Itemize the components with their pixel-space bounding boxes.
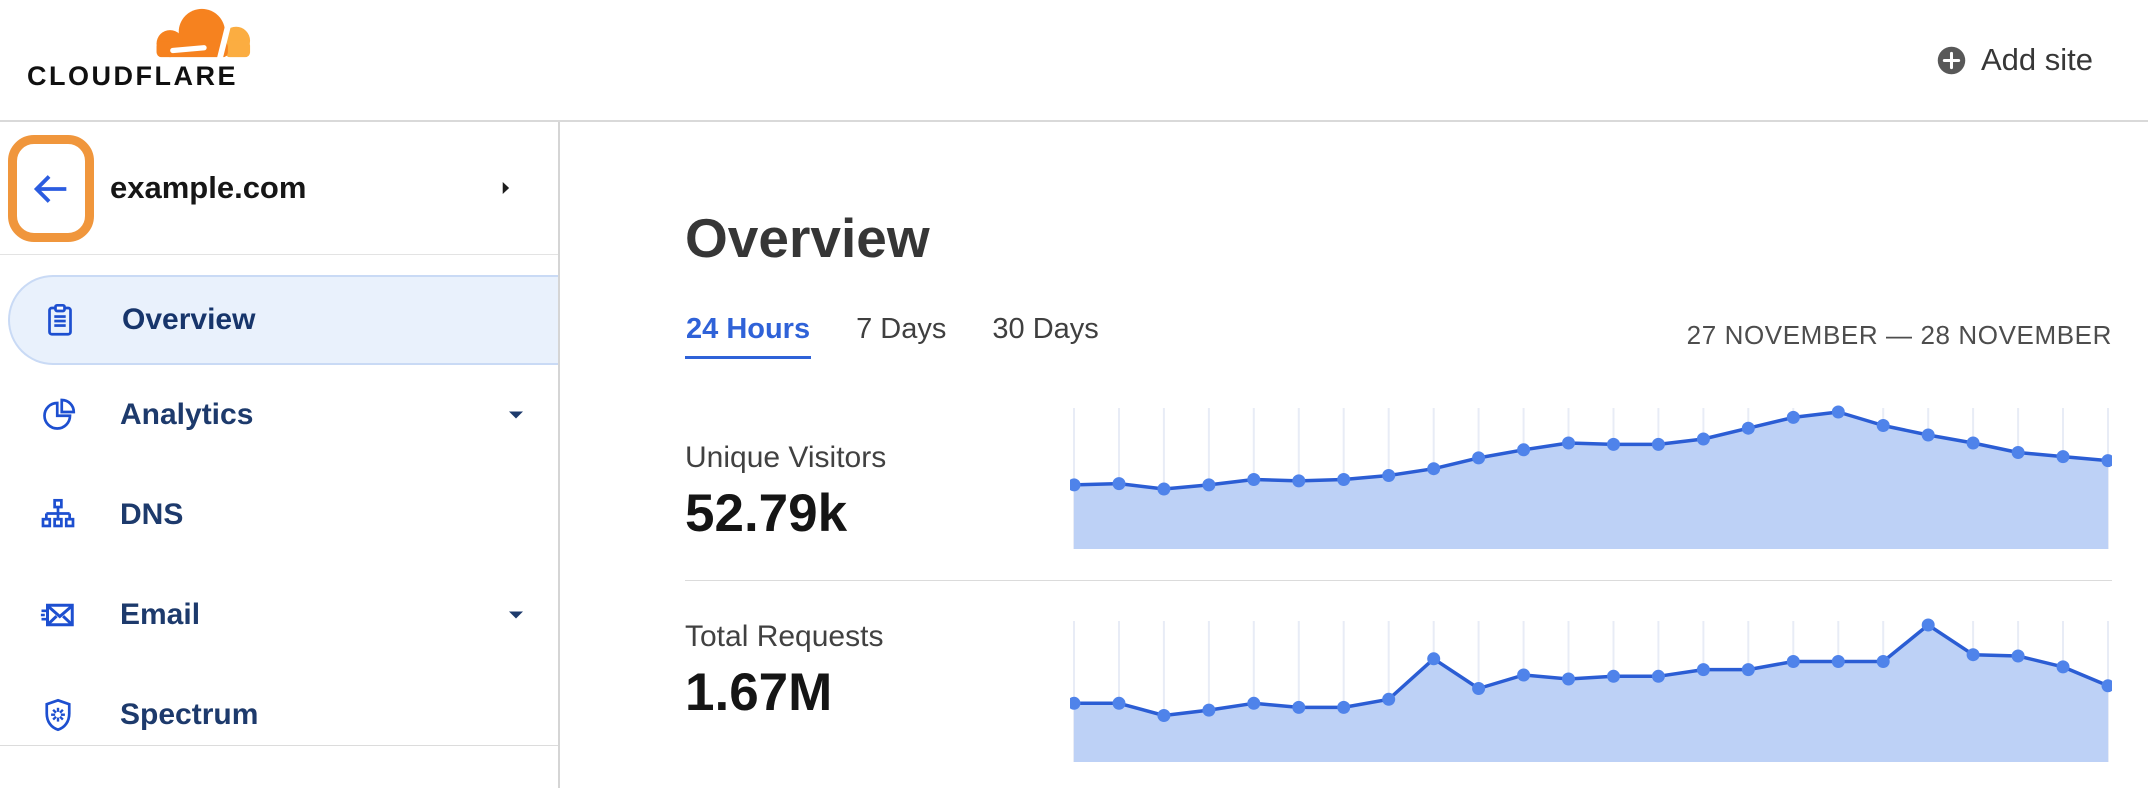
main-content: Overview 24 Hours 7 Days 30 Days 27 NOVEMB… — [560, 122, 2148, 788]
sidebar-item-overview[interactable]: Overview — [8, 275, 558, 365]
stat-summary: Total Requests 1.67M — [685, 618, 1070, 785]
zone-name: example.com — [110, 170, 307, 205]
stat-label: Total Requests — [685, 619, 884, 653]
sidebar-item-email[interactable]: Email — [0, 565, 558, 665]
stat-value: 1.67M — [685, 662, 833, 722]
time-range-tabs: 24 Hours 7 Days 30 Days — [685, 313, 1100, 359]
pie-chart-icon — [40, 397, 76, 433]
stat-summary: Unique Visitors 52.79k — [685, 405, 1070, 580]
sitemap-icon — [40, 497, 76, 533]
stat-label: Unique Visitors — [685, 440, 887, 474]
stat-chart-container — [1070, 618, 2112, 785]
caret-right-icon[interactable] — [494, 177, 516, 199]
shield-icon — [40, 697, 76, 733]
tab-7-days[interactable]: 7 Days — [855, 313, 947, 359]
sidebar-item-dns[interactable]: DNS — [0, 465, 558, 565]
sidebar-item-analytics[interactable]: Analytics — [0, 365, 558, 465]
tab-30-days[interactable]: 30 Days — [991, 313, 1099, 359]
stat-row-unique-visitors: Unique Visitors 52.79k — [685, 405, 2112, 580]
sidebar-item-label: Email — [120, 598, 201, 631]
sidebar-nav: Overview Analytics DNS Email Spectrum — [0, 255, 558, 765]
back-button[interactable] — [8, 135, 94, 242]
caret-down-icon — [504, 603, 528, 627]
sidebar: example.com Overview Analytics DNS Email Spe… — [0, 122, 560, 788]
sidebar-item-label: Spectrum — [120, 698, 259, 731]
zone-header: example.com — [0, 122, 558, 255]
sidebar-item-label: Analytics — [120, 398, 254, 431]
page-title: Overview — [685, 207, 930, 269]
arrow-left-icon — [33, 174, 67, 203]
plus-circle-icon — [1937, 46, 1966, 74]
sidebar-item-label: DNS — [120, 498, 184, 531]
top-header: CLOUDFLARE Add site — [0, 0, 2148, 122]
toolbar: 24 Hours 7 Days 30 Days 27 NOVEMBER — 28 N… — [685, 313, 2112, 359]
sidebar-item-label: Overview — [122, 303, 256, 336]
stat-chart-container — [1070, 405, 2112, 580]
clipboard-icon — [42, 302, 78, 338]
email-icon — [40, 597, 76, 633]
area-chart — [1070, 618, 2112, 762]
stats-section: Unique Visitors 52.79k Total Requests 1.67M — [685, 405, 2112, 785]
add-site-button[interactable]: Add site — [1935, 42, 2093, 78]
area-chart — [1070, 405, 2112, 549]
cloudflare-logo[interactable]: CLOUDFLARE — [27, 6, 257, 92]
stat-value: 52.79k — [685, 483, 848, 543]
cloudflare-cloud-icon — [156, 8, 251, 60]
stat-row-total-requests: Total Requests 1.67M — [685, 579, 2112, 785]
cloudflare-logo-text: CLOUDFLARE — [27, 61, 238, 91]
sidebar-section-divider — [0, 745, 558, 746]
sidebar-item-spectrum[interactable]: Spectrum — [0, 665, 558, 765]
tab-24-hours[interactable]: 24 Hours — [685, 313, 812, 359]
date-range-label: 27 NOVEMBER — 28 NOVEMBER — [1686, 319, 2112, 350]
caret-down-icon — [504, 403, 528, 427]
add-site-label: Add site — [1980, 42, 2093, 77]
